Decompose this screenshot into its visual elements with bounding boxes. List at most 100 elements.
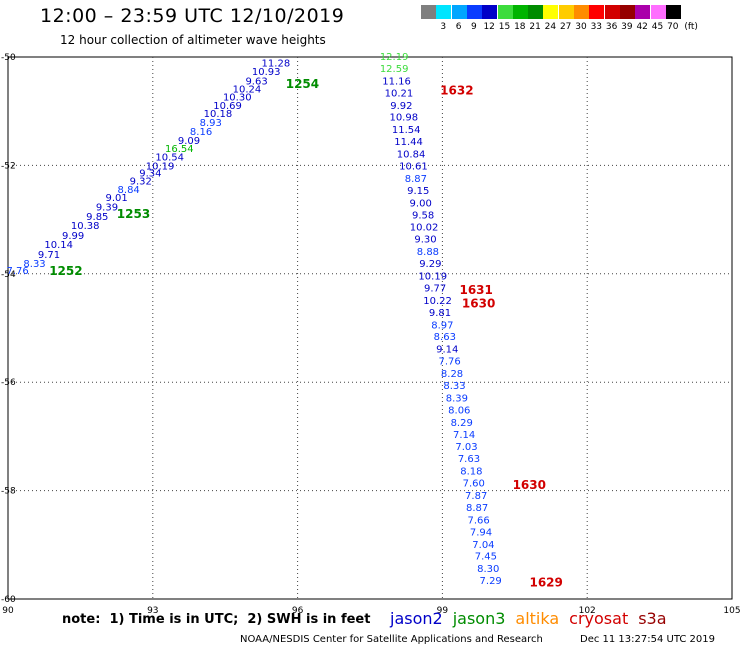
swh-value-label: 10.98 [389,113,418,124]
swh-value-label: 8.30 [477,564,499,575]
chart-title: 12:00 – 23:59 UTC 12/10/2019 [40,5,345,27]
swh-value-label: 10.02 [410,223,439,234]
x-tick-label: 90 [2,606,14,616]
swh-value-label: 12.59 [380,64,409,75]
swh-value-label: 7.76 [7,266,29,277]
swh-value-label: 10.19 [146,161,175,172]
legend-s3a: s3a [638,609,667,628]
footer-note: note: 1) Time is in UTC; 2) SWH is in fe… [62,612,371,627]
x-tick-label: 102 [579,606,596,616]
colorbar-unit: (ft) [684,22,698,32]
swh-value-label: 7.60 [463,479,485,490]
pass-number-label: 1252 [49,264,82,278]
swh-value-label: 16.54 [165,144,194,155]
colorbar-label: 9 [471,22,477,32]
chart-subtitle: 12 hour collection of altimeter wave hei… [60,33,326,47]
pass-number-label: 1631 [459,283,492,297]
colorbar-swatch [574,5,589,19]
swh-value-label: 8.97 [431,320,453,331]
satellite-legend: jason2 jason3 altika cryosat s3a [390,609,677,628]
swh-value-label: 8.84 [118,185,140,196]
x-tick-label: 105 [723,606,740,616]
swh-value-label: 8.33 [23,259,45,270]
colorbar-label: 18 [514,22,526,32]
swh-value-label: 7.03 [455,442,477,453]
swh-value-label: 8.87 [466,503,488,514]
swh-value-label: 9.29 [419,259,441,270]
swh-value-label: 10.24 [233,85,262,96]
swh-value-label: 11.16 [382,76,411,87]
credit-line: NOAA/NESDIS Center for Satellite Applica… [240,634,543,645]
colorbar-swatch [558,5,574,19]
swh-value-label: 8.93 [200,118,222,129]
colorbar-swatch [512,5,528,19]
y-tick-label: -60 [1,595,16,605]
swh-value-label: 8.16 [190,127,212,138]
colorbar-label: 39 [621,22,633,32]
swh-value-label: 8.18 [460,467,482,478]
colorbar-label: 24 [544,22,557,32]
colorbar-label: 70 [667,22,679,32]
swh-value-label: 10.61 [399,161,428,172]
colorbar-swatch [421,5,436,19]
x-tick-label: 99 [437,606,449,616]
colorbar-label: 42 [636,22,648,32]
swh-value-label: 9.00 [410,198,432,209]
swh-value-label: 10.18 [204,109,233,120]
colorbar-swatch [604,5,620,19]
swh-value-label: 7.29 [480,576,502,587]
swh-value-label: 9.32 [130,177,152,188]
swh-value-label: 10.38 [71,221,100,232]
colorbar-swatch [635,5,651,19]
colorbar-swatch [528,5,544,19]
swh-value-label: 10.22 [423,296,452,307]
colorbar-label: 12 [483,22,495,32]
colorbar-label: 45 [651,22,664,32]
colorbar-swatch [650,5,666,19]
swh-value-label: 11.54 [392,125,421,136]
swh-value-label: 7.45 [475,552,497,563]
swh-value-label: 9.34 [139,169,161,180]
colorbar-label: 33 [590,22,603,32]
swh-value-label: 10.54 [155,152,184,163]
colorbar-label: 21 [529,22,541,32]
colorbar-label: 3 [440,22,447,32]
colorbar-label: 27 [559,22,572,32]
swh-value-label: 9.99 [62,231,84,242]
swh-value-label: 9.92 [390,101,412,112]
swh-value-label: 11.44 [394,137,423,148]
y-tick-label: -58 [1,487,16,497]
swh-value-label: 10.69 [213,101,242,112]
tick-labels: 90 93 96 99 102 105 -50 -52 -54 -56 -58 -60 [1,53,740,616]
swh-value-label: 8.88 [417,247,439,258]
swh-value-label: 10.84 [397,150,426,161]
colorbar-swatch [436,5,452,19]
swh-value-label: 8.28 [441,369,463,380]
colorbar-swatch [665,5,681,19]
swh-value-label: 10.14 [44,240,73,251]
swh-value-label: 11.28 [262,59,291,70]
swh-value-label: 8.63 [434,332,456,343]
swh-value-label: 10.19 [418,272,447,283]
swh-value-label: 9.30 [414,235,436,246]
pass-number-label: 1254 [286,77,319,91]
swh-value-label: 9.58 [412,210,434,221]
swh-value-label: 8.33 [443,381,465,392]
colorbar-swatch [589,5,605,19]
legend-jason3: jason3 [452,609,506,628]
swh-value-label: 12.19 [380,52,409,63]
pass-number-label: 1630 [462,297,495,311]
swh-value-label: 9.01 [105,193,127,204]
pass-number-label: 1629 [529,576,562,590]
pass-number-label: 1253 [117,207,150,221]
colorbar-swatch [482,5,498,19]
swh-value-label: 8.87 [405,174,427,185]
swh-value-label: 10.30 [223,93,252,104]
legend-jason2: jason2 [390,609,443,628]
swh-value-label: 9.63 [245,76,267,87]
colorbar-label: 6 [455,22,462,32]
y-tick-label: -56 [1,378,16,388]
y-tick-label: -50 [1,53,16,63]
grid-layer [7,56,733,600]
swh-value-label: 9.39 [96,203,118,214]
